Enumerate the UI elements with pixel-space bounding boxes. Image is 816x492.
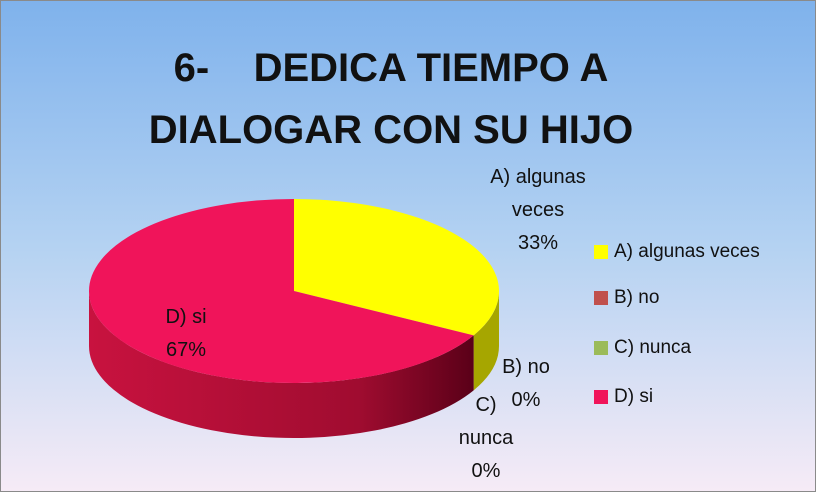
legend-label: D) si	[614, 386, 654, 407]
legend-item: A) algunas veces	[594, 241, 760, 263]
data-label-category: B) no	[502, 356, 550, 378]
legend-swatch	[594, 245, 608, 259]
legend-item: B) no	[594, 287, 659, 309]
data-label: D) si 67%	[141, 301, 231, 367]
slice	[89, 199, 474, 383]
legend-label: B) no	[614, 287, 660, 308]
chart-title: 6- DEDICA TIEMPO A DIALOGAR CON SU HIJO	[148, 46, 634, 152]
slice-side	[89, 291, 474, 439]
legend-swatch	[594, 341, 608, 355]
data-label-category: D) si	[165, 306, 207, 328]
data-label-value: 0%	[511, 389, 541, 411]
data-label: A) algunas veces 33%	[473, 161, 603, 260]
data-label: C) nunca 0%	[456, 389, 516, 488]
legend-swatch	[594, 390, 608, 404]
slice	[294, 199, 500, 336]
data-label-value: 33%	[517, 232, 559, 254]
slice-side	[473, 291, 499, 391]
data-label-category: A) algunas veces	[490, 166, 586, 221]
legend-item: D) si	[594, 386, 653, 408]
legend-label: A) algunas veces	[614, 241, 760, 262]
data-label: B) no 0%	[491, 351, 561, 417]
data-label-value: 67%	[165, 339, 207, 361]
legend-item: C) nunca	[594, 337, 691, 359]
data-label-value: 0%	[471, 460, 501, 482]
data-label-category: C) nunca	[458, 394, 514, 449]
legend-label: C) nunca	[614, 337, 692, 358]
legend-swatch	[594, 291, 608, 305]
